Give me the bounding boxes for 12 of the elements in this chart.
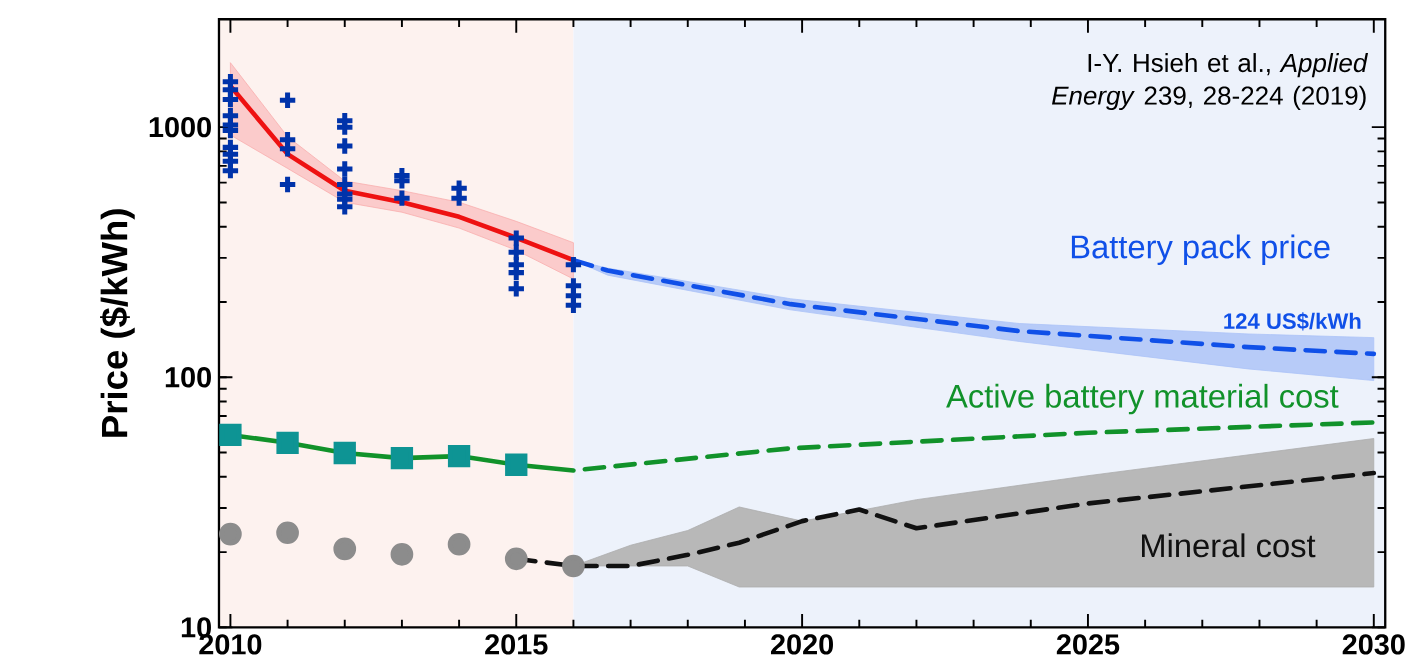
x-tick-label: 2025: [1056, 634, 1120, 655]
series-label: Mineral cost: [1142, 533, 1316, 558]
text: I-Y. Hsieh et al., Applied Energy 239, 28-224 (2019): [1051, 53, 1369, 111]
y-axis-title: Price ($/kWh): [100, 209, 135, 437]
x-tick-label: 2030: [1342, 634, 1405, 655]
series-label: Active battery material cost: [946, 383, 1339, 415]
text: Battery pack price: [1071, 234, 1330, 266]
x-tick-label: 2020: [770, 634, 833, 655]
y-tick-label: 100: [165, 367, 211, 388]
x-tick-label: 2015: [485, 634, 548, 655]
data-label: 124 US$/kWh: [1224, 312, 1361, 331]
y-tick-label: 1000: [149, 117, 211, 138]
